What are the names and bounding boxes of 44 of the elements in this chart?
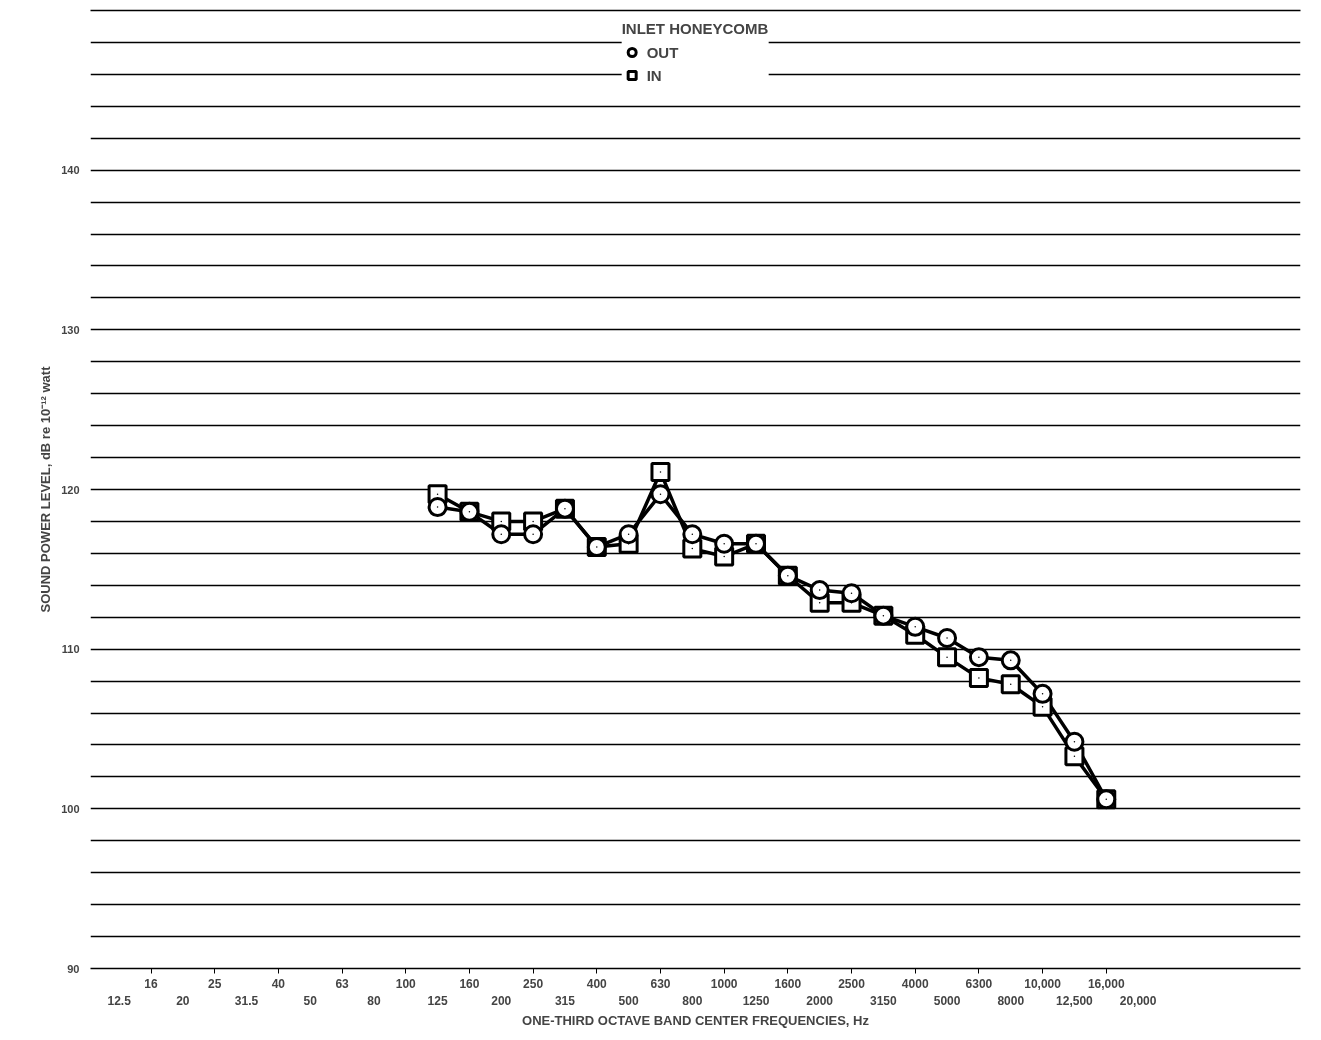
y-tick-label: 120 xyxy=(61,483,80,496)
x-tick-label: 31.5 xyxy=(234,993,259,1008)
x-tick-label: 8000 xyxy=(997,993,1025,1008)
legend-label: OUT xyxy=(646,43,679,61)
legend-label: IN xyxy=(646,66,663,84)
x-tick-label: 125 xyxy=(427,993,448,1008)
x-tick-label: 10,000 xyxy=(1024,976,1062,991)
x-tick-label: 500 xyxy=(618,993,639,1008)
x-tick-label: 3150 xyxy=(870,993,898,1008)
x-tick-label: 16 xyxy=(144,976,158,991)
x-tick-label: 630 xyxy=(650,976,671,991)
y-tick-label: 140 xyxy=(61,164,80,177)
x-tick-label: 400 xyxy=(586,976,608,991)
x-tick-label: 40 xyxy=(271,976,286,991)
x-tick-label: 160 xyxy=(459,976,480,991)
x-tick-label: 800 xyxy=(682,993,703,1008)
x-axis-title: ONE-THIRD OCTAVE BAND CENTER FREQUENCIES, Hz xyxy=(522,1012,870,1028)
y-tick-label: 110 xyxy=(61,643,80,656)
x-tick-label: 16,000 xyxy=(1087,976,1125,991)
legend-title: INLET HONEYCOMB xyxy=(621,20,769,37)
y-tick-label: 100 xyxy=(61,802,80,815)
x-tick-label: 2000 xyxy=(806,993,834,1008)
x-tick-label: 25 xyxy=(208,976,222,991)
x-tick-label: 200 xyxy=(491,993,512,1008)
x-tick-label: 2500 xyxy=(838,976,866,991)
x-tick-label: 12,500 xyxy=(1056,993,1094,1008)
x-tick-label: 5000 xyxy=(933,993,961,1008)
x-tick-label: 20,000 xyxy=(1119,993,1157,1008)
x-tick-label: 20 xyxy=(176,993,190,1008)
x-tick-label: 80 xyxy=(367,993,381,1008)
x-tick-label: 6300 xyxy=(965,976,993,991)
x-tick-label: 1600 xyxy=(774,976,802,991)
y-tick-label: 90 xyxy=(67,962,80,975)
y-axis-title: SOUND POWER LEVEL, dB re 10⁻¹² watt xyxy=(38,365,54,613)
x-tick-label: 50 xyxy=(303,993,318,1008)
x-tick-label: 100 xyxy=(395,976,417,991)
x-tick-label: 250 xyxy=(523,976,544,991)
x-tick-label: 63 xyxy=(335,976,350,991)
x-tick-label: 1000 xyxy=(710,976,738,991)
x-tick-label: 315 xyxy=(554,993,576,1008)
x-tick-label: 4000 xyxy=(901,976,929,991)
y-tick-label: 130 xyxy=(61,323,80,336)
x-tick-label: 12.5 xyxy=(107,993,132,1008)
x-tick-label: 1250 xyxy=(742,993,770,1008)
